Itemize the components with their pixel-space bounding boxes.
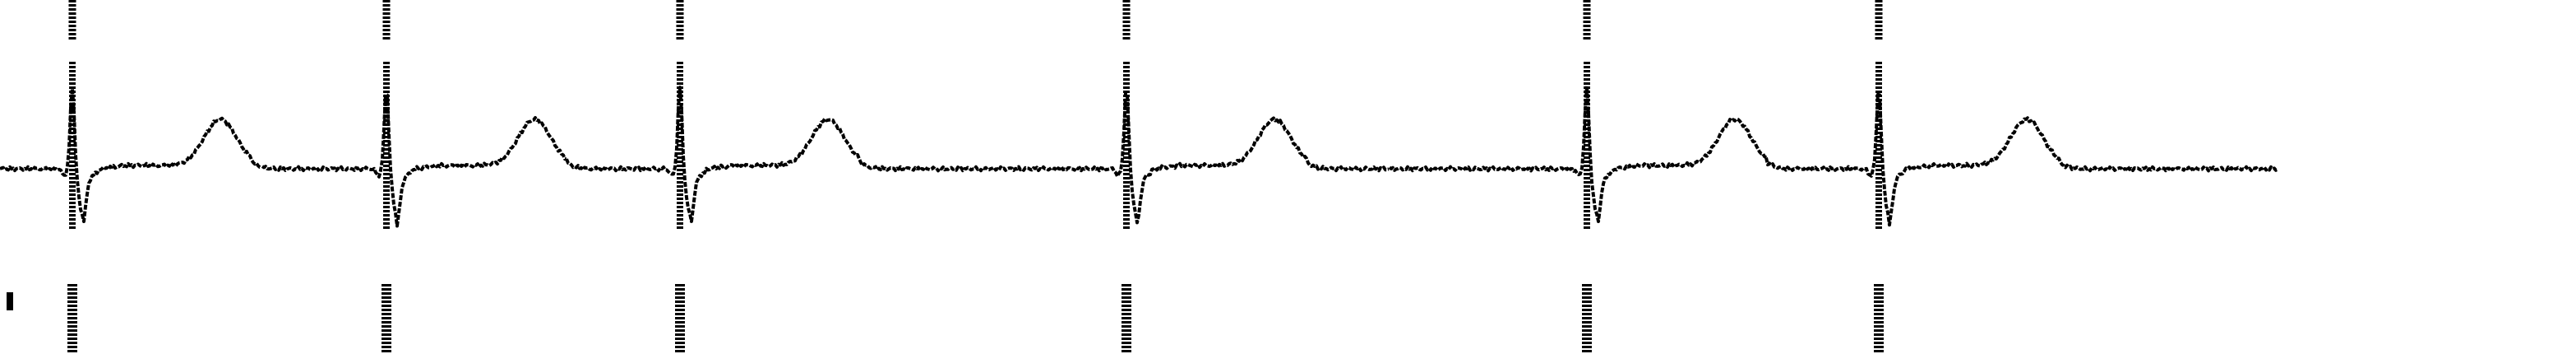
ecg-beat-1 (0, 86, 262, 223)
ecg-beat-6 (1764, 92, 2279, 227)
lead-artifact-mark (7, 292, 13, 310)
ecg-beat-3 (565, 86, 937, 223)
ecg-trace-group (0, 62, 2279, 231)
lower-pacing-spike-row (7, 284, 1884, 354)
ecg-beat-4 (935, 91, 1390, 225)
ecg-beat-5 (1388, 84, 1768, 223)
ecg-beat-2 (261, 92, 567, 228)
upper-pacing-spike-row (68, 0, 1883, 41)
